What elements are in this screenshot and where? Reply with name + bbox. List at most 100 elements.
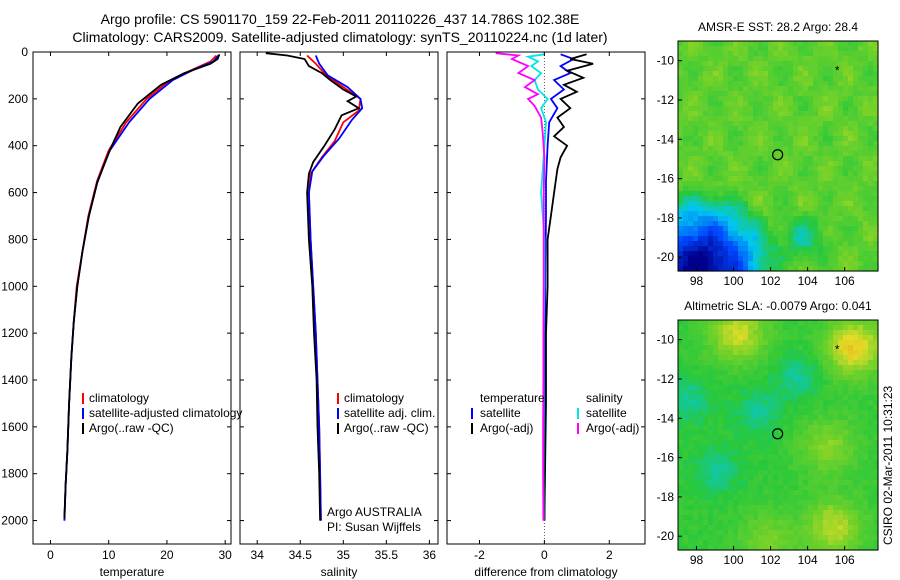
heatmap-cell	[753, 395, 759, 401]
heatmap-cell	[778, 510, 784, 516]
heatmap-cell	[758, 136, 764, 142]
heatmap-cell	[838, 440, 844, 446]
heatmap-cell	[803, 116, 809, 122]
heatmap-cell	[713, 91, 719, 97]
heatmap-cell	[793, 390, 799, 396]
heatmap-cell	[793, 385, 799, 391]
heatmap-cell	[723, 340, 729, 346]
heatmap-cell	[853, 196, 859, 202]
heatmap-cell	[798, 121, 804, 127]
heatmap-cell	[808, 385, 814, 391]
heatmap-cell	[833, 126, 839, 132]
heatmap-cell	[768, 465, 774, 471]
heatmap-cell	[683, 91, 689, 97]
heatmap-cell	[863, 320, 869, 326]
heatmap-cell	[853, 56, 859, 62]
heatmap-cell	[718, 171, 724, 177]
heatmap-cell	[753, 181, 759, 187]
heatmap-cell	[793, 171, 799, 177]
heatmap-cell	[683, 246, 689, 252]
heatmap-cell	[748, 136, 754, 142]
heatmap-cell	[768, 66, 774, 72]
heatmap-cell	[793, 56, 799, 62]
heatmap-cell	[698, 266, 704, 272]
heatmap-cell	[693, 400, 699, 406]
x-tick-label: 2	[606, 548, 613, 562]
heatmap-cell	[723, 415, 729, 421]
heatmap-cell	[703, 500, 709, 506]
heatmap-cell	[688, 236, 694, 242]
heatmap-cell	[838, 131, 844, 137]
heatmap-cell	[768, 241, 774, 247]
heatmap-cell	[748, 76, 754, 82]
heatmap-cell	[793, 76, 799, 82]
heatmap-cell	[733, 151, 739, 157]
heatmap-cell	[753, 246, 759, 252]
heatmap-cell	[723, 56, 729, 62]
heatmap-cell	[768, 251, 774, 257]
heatmap-cell	[748, 246, 754, 252]
salinity-series-0	[306, 54, 362, 521]
heatmap-cell	[778, 330, 784, 336]
heatmap-cell	[823, 236, 829, 242]
heatmap-cell	[833, 81, 839, 87]
heatmap-cell	[788, 330, 794, 336]
heatmap-cell	[803, 71, 809, 77]
heatmap-cell	[768, 166, 774, 172]
heatmap-cell	[733, 495, 739, 501]
heatmap-cell	[818, 465, 824, 471]
heatmap-cell	[758, 256, 764, 262]
heatmap-cell	[873, 405, 879, 411]
heatmap-cell	[678, 400, 684, 406]
heatmap-cell	[688, 41, 694, 47]
heatmap-cell	[768, 520, 774, 526]
heatmap-cell	[843, 41, 849, 47]
heatmap-cell	[703, 495, 709, 501]
heatmap-cell	[818, 256, 824, 262]
heatmap-cell	[813, 51, 819, 57]
heatmap-cell	[723, 525, 729, 531]
heatmap-cell	[798, 370, 804, 376]
heatmap-cell	[848, 385, 854, 391]
heatmap-cell	[723, 261, 729, 267]
heatmap-cell	[798, 161, 804, 167]
heatmap-cell	[873, 121, 879, 127]
heatmap-cell	[773, 345, 779, 351]
heatmap-cell	[868, 465, 874, 471]
heatmap-cell	[798, 266, 804, 272]
heatmap-cell	[863, 535, 869, 541]
heatmap-cell	[863, 470, 869, 476]
heatmap-cell	[788, 141, 794, 147]
heatmap-cell	[788, 76, 794, 82]
heatmap-cell	[743, 365, 749, 371]
heatmap-cell	[743, 345, 749, 351]
heatmap-cell	[798, 350, 804, 356]
heatmap-cell	[718, 141, 724, 147]
heatmap-cell	[738, 475, 744, 481]
heatmap-cell	[693, 76, 699, 82]
heatmap-cell	[683, 206, 689, 212]
heatmap-cell	[798, 485, 804, 491]
heatmap-cell	[773, 515, 779, 521]
heatmap-cell	[773, 141, 779, 147]
heatmap-cell	[838, 66, 844, 72]
heatmap-cell	[693, 330, 699, 336]
heatmap-cell	[793, 181, 799, 187]
heatmap-cell	[838, 81, 844, 87]
heatmap-cell	[873, 410, 879, 416]
heatmap-cell	[693, 335, 699, 341]
heatmap-cell	[818, 495, 824, 501]
heatmap-cell	[758, 116, 764, 122]
heatmap-cell	[813, 246, 819, 252]
heatmap-cell	[698, 201, 704, 207]
heatmap-cell	[693, 61, 699, 67]
heatmap-cell	[798, 375, 804, 381]
heatmap-cell	[823, 395, 829, 401]
heatmap-cell	[718, 76, 724, 82]
heatmap-cell	[823, 365, 829, 371]
heatmap-cell	[713, 475, 719, 481]
heatmap-cell	[873, 261, 879, 267]
heatmap-cell	[868, 450, 874, 456]
heatmap-cell	[833, 76, 839, 82]
